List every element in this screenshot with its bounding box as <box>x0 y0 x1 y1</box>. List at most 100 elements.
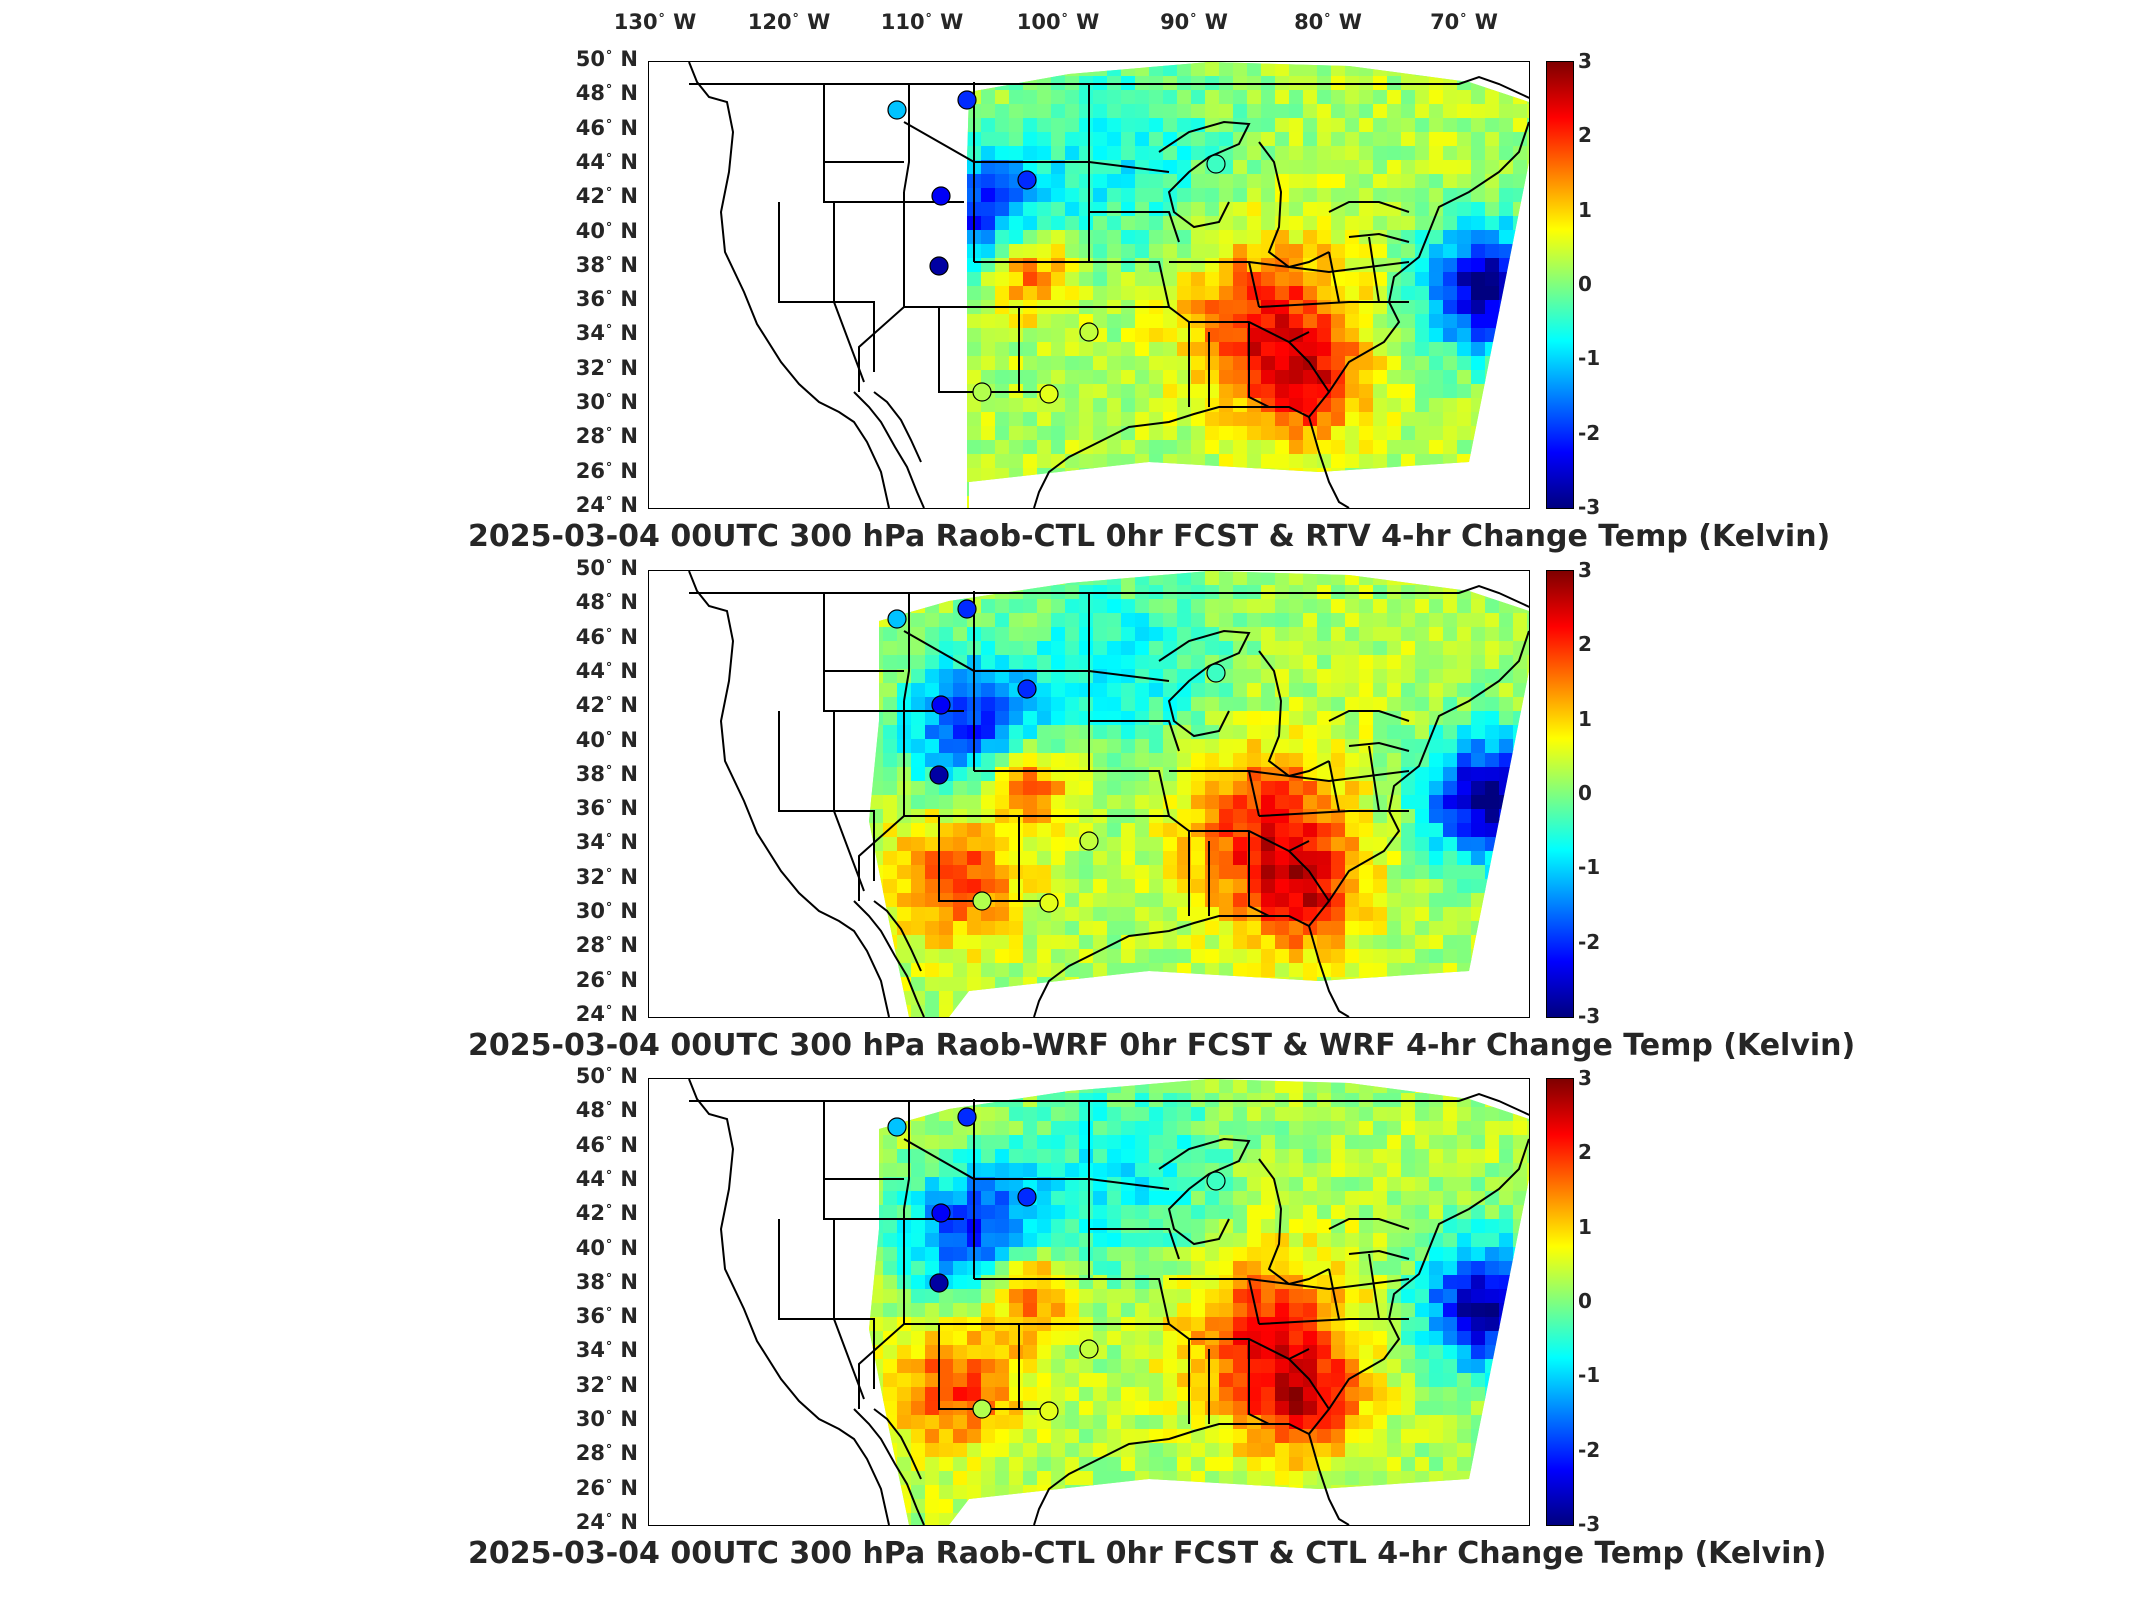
colorbar-tick-label: 1 <box>1578 197 1592 222</box>
latitude-label: 34∘ N <box>575 319 638 346</box>
raob-station-marker <box>957 90 977 110</box>
longitude-label: 90∘ W <box>1160 8 1228 34</box>
state-country-boundaries <box>688 62 1529 508</box>
latitude-label: 24∘ N <box>575 1508 638 1534</box>
temperature-change-field <box>869 571 1529 1017</box>
latitude-label: 44∘ N <box>575 147 638 174</box>
colorbar-tick-label: 1 <box>1578 1214 1592 1239</box>
latitude-label: 38∘ N <box>575 250 638 277</box>
longitude-label: 80∘ W <box>1294 8 1362 34</box>
latitude-label: 40∘ N <box>575 216 638 243</box>
raob-station-marker <box>1206 1171 1226 1191</box>
latitude-label: 24∘ N <box>575 491 638 517</box>
latitude-label: 38∘ N <box>575 1267 638 1294</box>
colorbar-tick-label: 3 <box>1578 1066 1592 1090</box>
raob-station-marker <box>972 1399 992 1419</box>
colorbar-tick-label: -1 <box>1578 855 1601 880</box>
raob-station-marker <box>1017 1187 1037 1207</box>
raob-station-marker <box>887 1117 907 1137</box>
raob-station-marker <box>1017 679 1037 699</box>
latitude-label: 44∘ N <box>575 1164 638 1191</box>
raob-station-marker <box>1206 663 1226 683</box>
colorbar-tick-label: -3 <box>1578 1004 1601 1028</box>
colorbar-tick-label: -3 <box>1578 1512 1601 1536</box>
latitude-label: 50∘ N <box>575 1062 638 1088</box>
raob-station-marker <box>1039 1401 1059 1421</box>
raob-station-marker <box>957 599 977 619</box>
colorbar-tick-label: 0 <box>1578 781 1592 805</box>
latitude-label: 44∘ N <box>575 656 638 683</box>
latitude-label: 30∘ N <box>575 1405 638 1432</box>
raob-station-marker <box>1079 831 1099 851</box>
map-panel: 50∘ N 48∘ N 46∘ N 44∘ N 42∘ N 40∘ N 38∘ N 36∘ N… <box>0 45 2133 571</box>
latitude-label: 28∘ N <box>575 931 638 958</box>
latitude-label: 30∘ N <box>575 897 638 924</box>
latitude-label: 50∘ N <box>575 554 638 580</box>
colorbar-tick-label: -3 <box>1578 495 1601 519</box>
longitude-label: 130∘ W <box>613 8 697 34</box>
latitude-label: 28∘ N <box>575 422 638 449</box>
colorbar-tick-label: 0 <box>1578 1289 1592 1313</box>
colorbar-tick-label: 2 <box>1578 1140 1592 1165</box>
panel-title: 2025-03-04 00UTC 300 hPa Raob-CTL 0hr FC… <box>468 519 1831 554</box>
colorbar-tick-label: -1 <box>1578 346 1601 371</box>
raob-station-marker <box>972 891 992 911</box>
latitude-label: 32∘ N <box>575 353 638 380</box>
raob-station-marker <box>887 609 907 629</box>
raob-station-marker <box>1039 384 1059 404</box>
latitude-label: 26∘ N <box>575 965 638 992</box>
raob-station-marker <box>929 765 949 785</box>
colorbar-tick-label: -2 <box>1578 929 1601 954</box>
raob-station-marker <box>1079 1339 1099 1359</box>
panel-title: 2025-03-04 00UTC 300 hPa Raob-WRF 0hr FC… <box>468 1028 1856 1063</box>
latitude-label: 50∘ N <box>575 45 638 71</box>
latitude-label: 26∘ N <box>575 1473 638 1500</box>
colorbar-tick-label: 2 <box>1578 123 1592 148</box>
latitude-label: 46∘ N <box>575 1130 638 1157</box>
latitude-label: 48∘ N <box>575 588 638 615</box>
map-canvas <box>688 1079 1529 1525</box>
colorbar-tick-label: -2 <box>1578 420 1601 445</box>
longitude-label: 110∘ W <box>880 8 964 34</box>
raob-station-marker <box>887 100 907 120</box>
longitude-label: 100∘ W <box>1016 8 1100 34</box>
latitude-label: 42∘ N <box>575 691 638 718</box>
longitude-label: 120∘ W <box>747 8 831 34</box>
latitude-label: 46∘ N <box>575 113 638 140</box>
map-panel: 50∘ N 48∘ N 46∘ N 44∘ N 42∘ N 40∘ N 38∘ N 36∘ N… <box>0 1062 2133 1588</box>
latitude-label: 40∘ N <box>575 1233 638 1260</box>
latitude-label: 40∘ N <box>575 725 638 752</box>
latitude-label: 46∘ N <box>575 622 638 649</box>
temperature-map <box>648 1078 1530 1526</box>
panel-title: 2025-03-04 00UTC 300 hPa Raob-CTL 0hr FC… <box>468 1536 1827 1571</box>
raob-station-marker <box>972 382 992 402</box>
raob-station-marker <box>931 1203 951 1223</box>
colorbar-tick-label: 0 <box>1578 272 1592 296</box>
latitude-label: 26∘ N <box>575 456 638 483</box>
temperature-map <box>648 61 1530 509</box>
longitude-label: 70∘ W <box>1430 8 1498 34</box>
latitude-label: 36∘ N <box>575 285 638 312</box>
map-canvas <box>688 62 1529 508</box>
latitude-label: 42∘ N <box>575 1199 638 1226</box>
raob-station-marker <box>1206 154 1226 174</box>
raob-station-marker <box>931 186 951 206</box>
latitude-label: 34∘ N <box>575 828 638 855</box>
latitude-label: 48∘ N <box>575 1096 638 1123</box>
raob-station-marker <box>929 256 949 276</box>
state-country-boundaries <box>688 1079 1529 1525</box>
colorbar-tick-label: 2 <box>1578 632 1592 657</box>
latitude-label: 24∘ N <box>575 1000 638 1026</box>
colorbar <box>1546 1078 1574 1526</box>
colorbar-tick-label: -2 <box>1578 1437 1601 1462</box>
longitude-axis-labels: 130∘ W 120∘ W 110∘ W 100∘ W 90∘ W 80∘ W 70∘ W <box>0 0 2133 40</box>
latitude-label: 32∘ N <box>575 862 638 889</box>
latitude-label: 48∘ N <box>575 79 638 106</box>
colorbar <box>1546 61 1574 509</box>
raob-station-marker <box>929 1273 949 1293</box>
raob-station-marker <box>1017 170 1037 190</box>
raob-station-marker <box>1079 322 1099 342</box>
map-canvas <box>688 571 1529 1017</box>
raob-station-marker <box>957 1107 977 1127</box>
latitude-label: 42∘ N <box>575 182 638 209</box>
